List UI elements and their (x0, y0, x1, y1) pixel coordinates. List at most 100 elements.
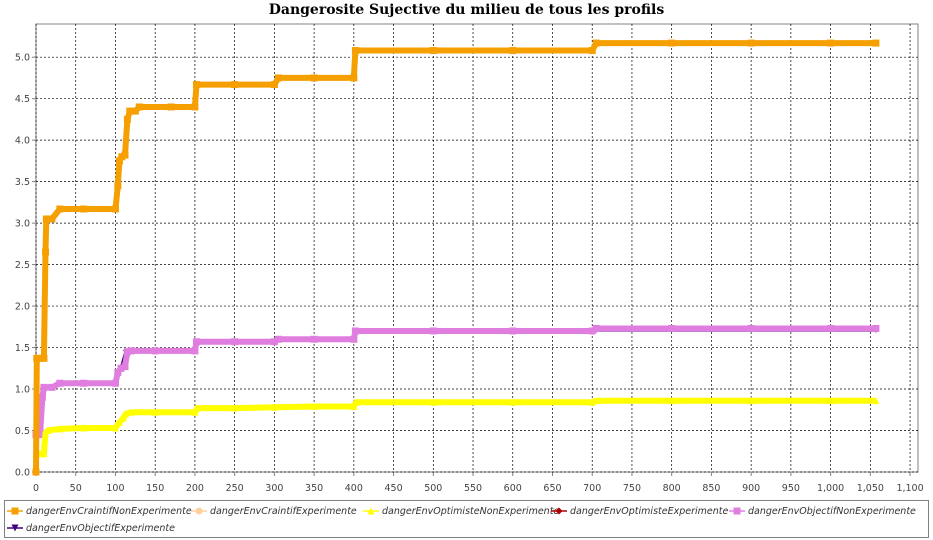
data-point (668, 39, 676, 47)
chart-plot: 0 50 100 150 200 250 300 350 400 450 500 550 600 650 7… (15, 23, 924, 494)
y-tick-label: 2.5 (15, 260, 30, 271)
series-danger-env-craintif-non-experimente (32, 39, 880, 476)
legend-label: dangerEnvObjectifNonExperimente (748, 505, 916, 517)
legend-item: dangerEnvCraintifNonExperimente (7, 503, 192, 519)
data-point (872, 39, 880, 47)
data-point (48, 215, 56, 223)
data-point (352, 398, 360, 406)
legend-marker (555, 507, 563, 515)
data-point (111, 379, 119, 387)
data-point (231, 81, 239, 89)
legend-item: dangerEnvCraintifExperimente (191, 503, 357, 519)
plot-area (35, 23, 919, 473)
data-point (121, 151, 129, 159)
data-point (351, 47, 359, 55)
data-point (44, 427, 52, 435)
data-point (131, 107, 139, 115)
x-tick-label: 500 (424, 483, 442, 494)
legend-marker (367, 507, 375, 515)
legend-label: dangerEnvOptimisteNonExperimente (382, 505, 560, 517)
data-point (36, 431, 44, 439)
data-point (509, 398, 517, 406)
data-point (114, 368, 122, 376)
x-tick-label: 300 (265, 483, 283, 494)
x-tick-label: 650 (543, 483, 561, 494)
y-tick-label: 4.0 (15, 136, 30, 147)
data-point (36, 354, 44, 362)
x-tick-label: 50 (70, 483, 82, 494)
y-tick-label: 4.5 (15, 94, 30, 105)
x-tick-label: 150 (146, 483, 164, 494)
legend-marker (11, 524, 19, 532)
data-point (191, 347, 199, 355)
x-tick-label: 250 (226, 483, 244, 494)
data-point (310, 74, 318, 82)
x-tick-label: 450 (384, 483, 402, 494)
x-tick-label: 800 (663, 483, 681, 494)
data-point (270, 338, 278, 346)
data-point (274, 335, 282, 343)
data-point (121, 363, 129, 371)
y-tick-label: 3.5 (15, 177, 30, 188)
data-point (274, 74, 282, 82)
data-point (114, 182, 122, 190)
legend-label: dangerEnvCraintifNonExperimente (26, 505, 192, 517)
data-point (310, 335, 318, 343)
data-point (111, 205, 119, 213)
legend-swatch (363, 507, 379, 515)
data-point (40, 383, 48, 391)
legend-marker (733, 507, 741, 515)
data-point (827, 324, 835, 332)
legend-label: dangerEnvObjectifExperimente (26, 522, 175, 534)
x-tick-label: 850 (702, 483, 720, 494)
data-point (429, 47, 437, 55)
y-tick-label: 3.0 (15, 219, 30, 230)
data-point (350, 74, 358, 82)
y-tick-label: 0.0 (15, 468, 30, 479)
legend: dangerEnvCraintifNonExperimente dangerEnv… (4, 500, 929, 538)
data-point (123, 115, 131, 123)
legend-swatch (729, 507, 745, 515)
data-point (42, 248, 50, 256)
data-point (350, 402, 358, 410)
data-point (310, 402, 318, 410)
data-point (350, 335, 358, 343)
y-tick-label: 0.5 (15, 426, 30, 437)
data-point (827, 397, 835, 405)
data-point (191, 408, 199, 416)
x-tick-label: 1,050 (857, 483, 884, 494)
x-tick-label: 950 (782, 483, 800, 494)
data-point (123, 348, 131, 356)
legend-item: dangerEnvObjectifExperimente (7, 520, 175, 536)
legend-marker (11, 507, 19, 515)
x-tick-label: 700 (583, 483, 601, 494)
data-point (668, 397, 676, 405)
legend-label: dangerEnvCraintifExperimente (210, 505, 357, 517)
data-point (747, 324, 755, 332)
legend-item: dangerEnvOptimisteNonExperimente (363, 503, 559, 519)
data-point (588, 47, 596, 55)
x-tick-label: 750 (623, 483, 641, 494)
data-point (193, 81, 201, 89)
x-tick-label: 600 (504, 483, 522, 494)
data-point (270, 81, 278, 89)
legend-swatch (7, 524, 23, 532)
x-tick-label: 400 (345, 483, 363, 494)
data-point (42, 215, 50, 223)
legend-marker (195, 507, 203, 515)
y-tick-label: 1.0 (15, 385, 30, 396)
data-point (588, 327, 596, 335)
data-point (668, 324, 676, 332)
x-tick-label: 550 (464, 483, 482, 494)
data-point (429, 398, 437, 406)
data-point (80, 424, 88, 432)
data-point (56, 379, 64, 387)
data-point (117, 364, 125, 372)
y-tick-label: 1.5 (15, 343, 30, 354)
data-point (592, 39, 600, 47)
chart-title: Dangerosite Sujective du milieu de tous … (268, 2, 665, 18)
legend-item: dangerEnvOptimisteExperimente (551, 503, 728, 519)
data-point (429, 327, 437, 335)
data-point (127, 347, 135, 355)
legend-label: dangerEnvOptimisteExperimente (570, 505, 729, 517)
